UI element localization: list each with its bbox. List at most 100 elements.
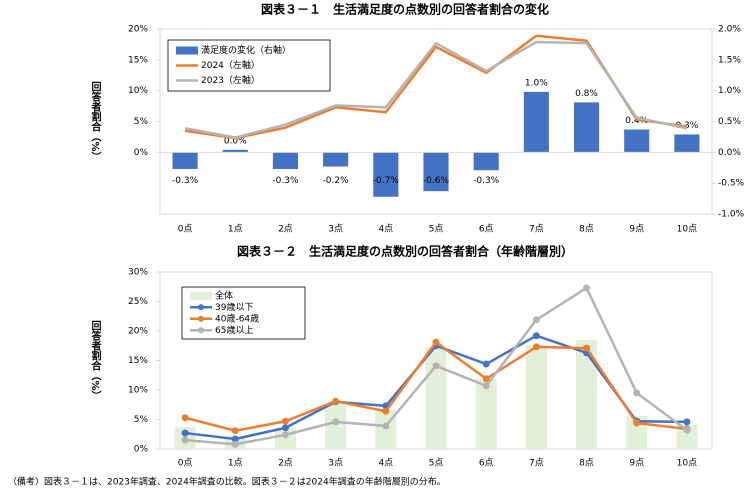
y-axis-label: 回答者割合（%）	[89, 81, 102, 161]
marker	[482, 360, 490, 368]
bar-value-label: -0.7%	[373, 176, 400, 186]
legend-label: 2024（左軸）	[201, 59, 260, 71]
x-tick-label: 3点	[328, 458, 343, 469]
marker	[683, 418, 691, 426]
bar	[674, 134, 700, 153]
bar	[172, 152, 198, 169]
x-tick-label: 4点	[378, 224, 393, 235]
y2-tick-label: 1.5%	[718, 55, 741, 65]
y-tick-label: 15%	[128, 356, 148, 366]
bar-value-label: -0.2%	[323, 176, 350, 186]
bar-value-label: 0.3%	[675, 121, 698, 131]
bar	[624, 129, 650, 153]
x-tick-label: 0点	[178, 458, 193, 469]
y-tick-label: 10%	[128, 386, 148, 396]
x-tick-label: 9点	[629, 224, 644, 235]
x-tick-label: 1点	[228, 458, 243, 469]
marker	[281, 431, 289, 439]
marker	[332, 418, 340, 426]
bar	[574, 102, 600, 153]
y-tick-label: 15%	[128, 55, 148, 65]
footnote: （備考）図表３－１は、2023年調査、2024年調査の比較。図表３－２は2024…	[8, 476, 446, 488]
legend-label: 40歳-64歳	[215, 312, 259, 324]
x-tick-label: 0点	[178, 224, 193, 235]
bar	[425, 346, 447, 449]
x-tick-label: 4点	[378, 458, 393, 469]
legend-label: 39歳以下	[215, 301, 253, 313]
y-tick-label: 5%	[134, 117, 149, 127]
bar	[272, 152, 298, 169]
x-tick-label: 8点	[579, 224, 594, 235]
marker	[583, 284, 591, 292]
y-tick-label: 0%	[134, 148, 149, 158]
bar	[523, 91, 549, 153]
bar	[475, 378, 497, 449]
marker	[181, 429, 189, 437]
marker	[382, 422, 390, 430]
legend-swatch	[176, 46, 198, 55]
legend-swatch	[190, 291, 212, 300]
marker	[532, 332, 540, 340]
marker	[482, 375, 490, 383]
marker	[281, 417, 289, 425]
y2-tick-label: 0.5%	[718, 117, 741, 127]
bar-value-label: -0.6%	[423, 176, 450, 186]
marker	[231, 440, 239, 448]
bar	[525, 345, 547, 449]
marker	[482, 382, 490, 390]
x-tick-label: 2点	[278, 458, 293, 469]
bar-value-label: -0.3%	[272, 176, 299, 186]
marker	[532, 316, 540, 324]
x-tick-label: 9点	[629, 458, 644, 469]
x-tick-label: 5点	[429, 458, 444, 469]
marker	[583, 344, 591, 352]
marker	[181, 414, 189, 422]
y2-tick-label: -0.5%	[718, 179, 745, 189]
x-tick-label: 6点	[479, 224, 494, 235]
y-tick-label: 20%	[128, 25, 148, 35]
x-tick-label: 6点	[479, 458, 494, 469]
legend-label: 65歳以上	[215, 324, 253, 336]
bar-value-label: 0.4%	[625, 116, 648, 126]
legend-label: 満足度の変化（右軸）	[201, 44, 291, 56]
marker	[532, 343, 540, 351]
marker	[432, 362, 440, 370]
bar-value-label: 0.0%	[224, 136, 247, 146]
x-tick-label: 7点	[529, 458, 544, 469]
bar-value-label: 0.8%	[575, 89, 598, 99]
bar	[222, 149, 248, 153]
y-tick-label: 10%	[128, 86, 148, 96]
x-tick-label: 3点	[328, 224, 343, 235]
y2-tick-label: -1.0%	[718, 210, 745, 220]
bar	[325, 404, 347, 449]
x-tick-label: 10点	[677, 224, 697, 235]
y-tick-label: 30%	[128, 268, 148, 278]
bar	[576, 339, 598, 449]
y-tick-label: 20%	[128, 327, 148, 337]
y2-tick-label: 1.0%	[718, 86, 741, 96]
y2-tick-label: 2.0%	[718, 25, 741, 35]
x-tick-label: 8点	[579, 458, 594, 469]
legend-marker	[198, 304, 204, 311]
y-axis-label: 回答者割合（%）	[89, 320, 102, 400]
bar	[423, 152, 449, 192]
marker	[683, 426, 691, 434]
y-tick-label: 0%	[134, 445, 149, 455]
marker	[633, 389, 641, 397]
chart-title: 図表３－２ 生活満足度の点数別の回答者割合（年齢階層別）	[237, 244, 573, 259]
bar-value-label: -0.3%	[172, 176, 199, 186]
marker	[231, 435, 239, 443]
bar	[676, 424, 698, 449]
marker	[332, 397, 340, 405]
legend-marker	[198, 315, 204, 322]
line	[184, 40, 688, 139]
bar	[323, 152, 349, 167]
x-tick-label: 10点	[677, 458, 697, 469]
marker	[432, 338, 440, 346]
marker	[181, 436, 189, 444]
marker	[281, 424, 289, 432]
bar	[373, 152, 399, 197]
chart-title: 図表３－１ 生活満足度の点数別の回答者割合の変化	[261, 2, 549, 17]
legend-label: 全体	[215, 289, 233, 301]
